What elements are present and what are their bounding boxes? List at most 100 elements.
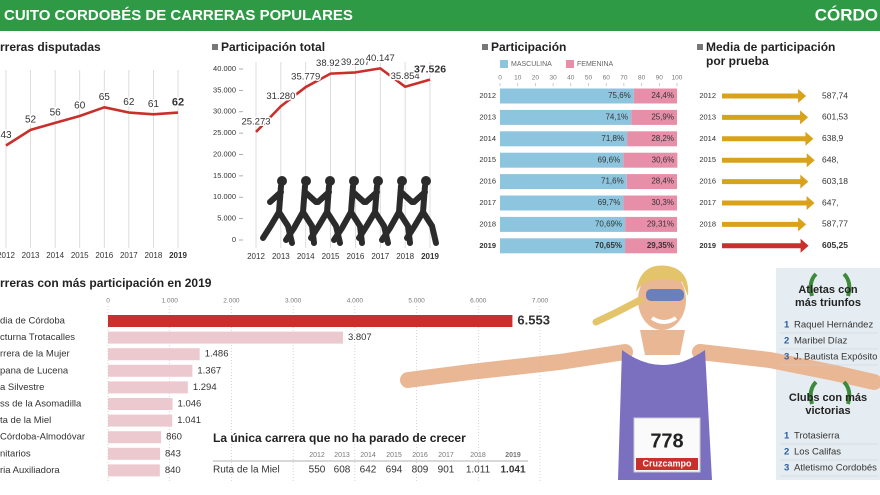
data-label: 29,31% (647, 220, 674, 229)
data-label: 843 (165, 448, 181, 459)
data-label: 1.046 (178, 399, 202, 410)
table-row-label: Ruta de la Miel (213, 465, 280, 476)
arrow-bar (722, 238, 809, 253)
list-name: Trotasierra (794, 431, 840, 442)
laurel-right (842, 272, 852, 297)
y-tick-label: 0 (232, 235, 236, 244)
title-bullet (697, 44, 703, 50)
data-label: 38.920 (316, 58, 345, 69)
data-line (5, 106, 179, 147)
arrow-bar (722, 131, 814, 146)
bar-segment (623, 195, 677, 211)
data-label: 65 (99, 92, 111, 103)
title-bullet (212, 44, 218, 50)
data-label: 605,25 (822, 240, 848, 250)
header-title: CUITO CORDOBÉS DE CARRERAS POPULARES (4, 7, 353, 24)
table-header-cell: 2013 (334, 452, 350, 459)
photo-smile (650, 316, 678, 324)
arrow-bar (722, 89, 807, 103)
x-tick-label: 2018 (145, 251, 163, 260)
table-header-cell: 2015 (386, 452, 402, 459)
bar (108, 398, 173, 410)
y-tick-label: 2012 (479, 91, 496, 100)
data-label: 840 (165, 465, 181, 476)
runner-silhouette (283, 176, 319, 246)
x-tick-label: 2013 (272, 252, 290, 261)
list-name: Los Califas (794, 447, 841, 458)
x-tick-label: 4.000 (347, 298, 364, 305)
bar-segment (500, 195, 624, 211)
x-tick-label: 1.000 (162, 298, 179, 305)
data-label: 70,65% (595, 241, 622, 250)
bar-segment (625, 238, 677, 254)
x-tick-label: 2013 (22, 251, 40, 260)
data-label: 71,8% (601, 134, 624, 143)
laurel-right (842, 380, 852, 405)
runner-silhouette (404, 176, 439, 246)
arrow-bar (722, 217, 807, 232)
data-label: 56 (50, 108, 62, 119)
list-name: J. Bautista Expósito (794, 352, 877, 363)
list-rank: 2 (784, 447, 789, 458)
data-label: 62 (172, 96, 184, 108)
y-tick-label: pana de Lucena (0, 365, 69, 376)
runner-silhouette (260, 176, 295, 246)
chart-title: Participación total (221, 40, 326, 54)
y-tick-label: 2014 (479, 134, 496, 143)
table-header-cell: 2016 (412, 452, 428, 459)
photo-arm (692, 344, 880, 390)
y-tick-label: 2015 (479, 155, 496, 164)
x-tick-label: 60 (603, 75, 611, 82)
table-header-cell: 2017 (438, 452, 454, 459)
header-bar (0, 0, 880, 31)
runner-silhouette (331, 176, 367, 246)
laurel-left (808, 380, 818, 405)
photo-hair (636, 265, 689, 296)
data-label: 1.041 (177, 415, 201, 426)
data-label: 70,69% (595, 220, 622, 229)
data-label: 35.779 (291, 72, 320, 83)
y-tick-label: rrera de la Mujer (0, 349, 70, 360)
bar-segment (500, 88, 634, 104)
data-label: 1.367 (197, 365, 221, 376)
title-bullet (482, 44, 488, 50)
bar (108, 431, 162, 444)
legend-label: MASCULINA (511, 61, 552, 68)
y-tick-label: cturna Trotacalles (0, 332, 75, 343)
data-label: 62 (123, 97, 135, 108)
y-tick-label: 35.000 (213, 85, 236, 94)
runner-body (331, 183, 367, 246)
list-name: Maribel Díaz (794, 336, 848, 347)
bar-segment (627, 131, 677, 147)
data-label: 648, (822, 154, 839, 164)
y-tick-label: 2016 (479, 177, 496, 186)
bar (108, 331, 343, 344)
data-label: 43 (0, 130, 12, 141)
photo-arm (400, 344, 633, 388)
list-rank: 1 (784, 320, 790, 331)
x-tick-label: 2012 (247, 252, 265, 261)
data-label: 638,9 (822, 133, 844, 143)
laurel-icon (808, 272, 852, 405)
y-tick-label: 2018 (699, 219, 716, 228)
runner-body (260, 183, 295, 246)
bar-segment (500, 109, 632, 125)
y-tick-label: 2013 (479, 112, 496, 121)
x-tick-label: 2019 (169, 251, 187, 260)
y-tick-label: 15.000 (213, 171, 236, 180)
legend-label: FEMENINA (577, 61, 614, 68)
runner-body (404, 183, 439, 246)
table-title: La única carrera que no ha parado de cre… (213, 431, 466, 445)
x-tick-label: 6.000 (470, 298, 487, 305)
table-cell: 1.011 (466, 465, 491, 476)
y-tick-label: 40.000 (213, 64, 236, 73)
data-label: 29,35% (647, 241, 674, 250)
y-tick-label: a Silvestre (0, 382, 44, 393)
x-tick-label: 2017 (120, 251, 138, 260)
x-tick-label: 100 (672, 75, 683, 82)
table-cell: 901 (438, 465, 455, 476)
list-rank: 3 (784, 463, 789, 474)
